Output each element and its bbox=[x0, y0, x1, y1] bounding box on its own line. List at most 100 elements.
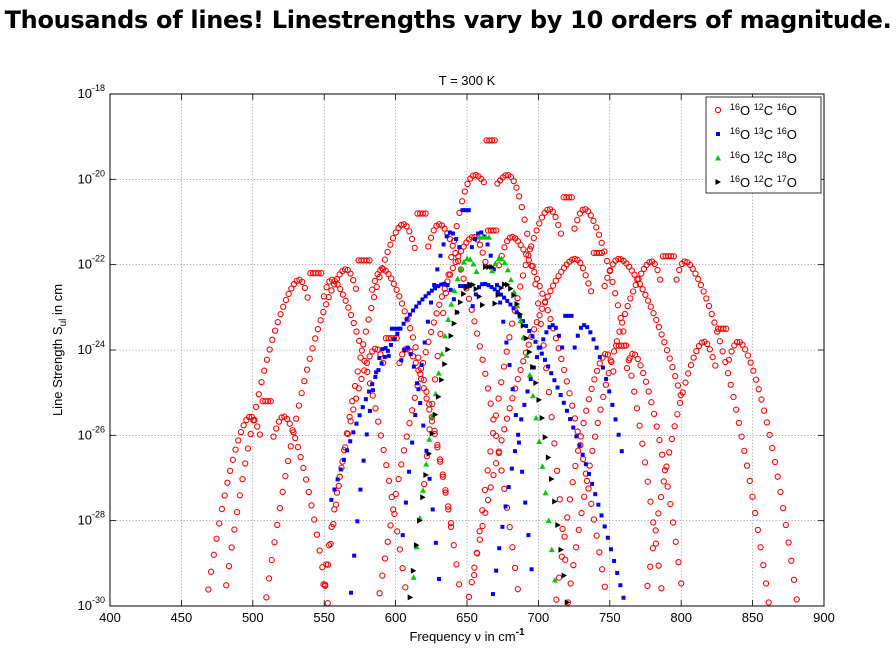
data-point bbox=[762, 580, 770, 587]
data-point bbox=[610, 368, 617, 375]
data-point bbox=[381, 256, 389, 263]
legend-isotope-mass: 16 bbox=[730, 174, 740, 184]
data-point bbox=[480, 178, 488, 186]
data-point bbox=[396, 293, 403, 300]
data-point bbox=[569, 479, 576, 486]
data-point bbox=[338, 467, 343, 472]
data-point bbox=[752, 509, 759, 517]
data-point bbox=[610, 348, 618, 355]
data-point bbox=[422, 340, 427, 345]
data-point bbox=[604, 351, 612, 358]
data-point bbox=[479, 302, 486, 309]
data-point bbox=[379, 361, 384, 366]
data-point bbox=[498, 437, 505, 444]
data-point bbox=[298, 389, 305, 397]
legend-isotope-mass: 16 bbox=[730, 102, 740, 112]
data-point bbox=[520, 319, 525, 324]
data-point bbox=[468, 578, 475, 586]
data-point bbox=[546, 364, 551, 369]
data-point bbox=[452, 249, 459, 257]
data-point bbox=[629, 288, 637, 295]
data-point bbox=[724, 369, 732, 377]
x-tick-label: 750 bbox=[599, 610, 621, 625]
data-point bbox=[363, 257, 370, 264]
data-point bbox=[207, 568, 215, 575]
data-point bbox=[605, 535, 610, 540]
data-point bbox=[407, 469, 412, 474]
data-point bbox=[695, 275, 702, 283]
data-point bbox=[706, 346, 714, 353]
data-point bbox=[548, 414, 555, 421]
y-tick-exponent: -30 bbox=[92, 595, 105, 605]
legend-marker bbox=[716, 132, 720, 136]
data-point bbox=[544, 307, 551, 314]
data-point bbox=[642, 291, 649, 298]
data-point bbox=[492, 287, 497, 292]
data-point bbox=[393, 286, 400, 293]
data-point bbox=[623, 365, 631, 372]
data-point bbox=[549, 208, 556, 215]
data-point bbox=[404, 317, 409, 322]
data-point bbox=[317, 317, 324, 324]
data-point bbox=[451, 287, 458, 294]
data-point bbox=[479, 522, 486, 530]
data-point bbox=[533, 227, 540, 234]
data-point bbox=[614, 302, 622, 309]
data-point bbox=[648, 399, 655, 406]
data-point bbox=[464, 180, 471, 188]
data-point bbox=[489, 285, 494, 290]
data-point bbox=[505, 281, 511, 288]
data-point bbox=[426, 406, 433, 413]
data-point bbox=[626, 355, 633, 362]
data-point bbox=[487, 448, 494, 455]
data-point bbox=[374, 346, 381, 353]
data-point bbox=[389, 342, 394, 347]
data-point bbox=[508, 320, 516, 327]
data-point bbox=[558, 553, 565, 560]
data-point bbox=[539, 463, 546, 469]
data-point bbox=[487, 484, 494, 491]
data-point bbox=[271, 539, 278, 546]
data-point bbox=[517, 241, 524, 249]
data-point bbox=[366, 257, 373, 264]
data-point bbox=[446, 236, 454, 243]
data-point bbox=[405, 345, 410, 350]
data-point bbox=[533, 275, 541, 283]
data-point bbox=[438, 253, 443, 258]
data-point bbox=[578, 325, 583, 330]
data-point bbox=[593, 224, 600, 231]
data-point bbox=[218, 505, 226, 513]
data-point bbox=[650, 310, 657, 317]
data-point bbox=[563, 313, 568, 318]
data-point bbox=[258, 379, 265, 386]
data-point bbox=[445, 316, 452, 322]
data-point bbox=[645, 388, 652, 395]
data-point bbox=[454, 275, 461, 282]
data-point bbox=[661, 466, 669, 474]
data-point bbox=[526, 533, 531, 538]
data-point bbox=[501, 426, 508, 433]
data-point bbox=[363, 359, 371, 366]
data-point bbox=[509, 544, 516, 551]
data-point bbox=[470, 571, 478, 579]
data-point bbox=[526, 246, 534, 253]
data-point bbox=[577, 443, 582, 448]
data-point bbox=[485, 234, 492, 240]
data-point bbox=[490, 592, 495, 597]
data-point bbox=[586, 471, 591, 476]
data-point bbox=[541, 337, 546, 342]
data-point bbox=[703, 295, 710, 302]
slide-headline: Thousands of lines! Linestrengths vary b… bbox=[4, 6, 892, 34]
y-tick-label: 10-26 bbox=[78, 424, 105, 442]
data-point bbox=[442, 487, 449, 494]
data-point bbox=[501, 259, 508, 266]
data-point bbox=[447, 523, 455, 531]
data-point bbox=[503, 504, 508, 509]
data-point bbox=[502, 295, 507, 300]
data-point bbox=[401, 321, 406, 326]
data-point bbox=[417, 517, 423, 524]
data-point bbox=[382, 354, 387, 359]
x-axis-label-unit-exponent: -1 bbox=[516, 627, 525, 638]
data-point bbox=[442, 361, 448, 368]
x-tick-label: 500 bbox=[242, 610, 264, 625]
